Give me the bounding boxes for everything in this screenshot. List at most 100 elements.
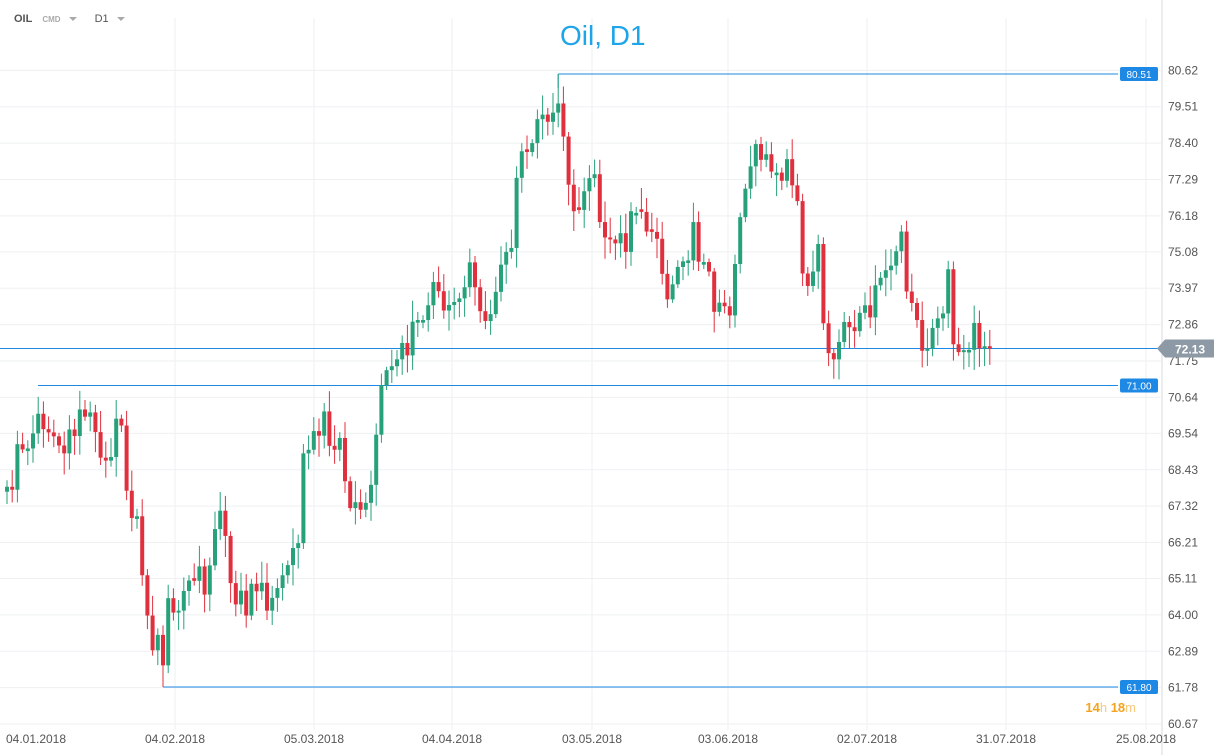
candle-body [5,486,9,492]
candle-body [332,445,337,450]
candle-body [259,582,264,592]
candle-body [748,166,753,189]
candle-body [769,154,774,172]
candle-body [946,269,951,314]
candle-body [15,444,20,490]
candle-body [426,305,431,321]
symbol-label[interactable]: OIL [14,13,33,25]
candle-body [701,262,706,265]
candle-body [239,590,243,605]
candle-body [530,143,535,152]
candle-body [597,174,602,223]
candle-body [10,486,15,490]
y-tick-label: 76.18 [1168,209,1198,223]
y-tick-label: 79.51 [1168,100,1198,114]
y-tick-label: 61.78 [1168,681,1198,695]
candle-body [150,615,155,651]
candle-body [270,597,275,611]
candle-body [847,321,852,328]
candle-body [582,191,587,210]
candle-body [467,262,472,288]
candle-body [25,448,30,452]
candle-body [707,262,711,272]
countdown-minutes: 18 [1110,700,1126,715]
y-tick-label: 66.21 [1168,535,1198,549]
candle-body [291,548,295,566]
candle-body [176,610,181,613]
candle-body [649,229,654,232]
candle-body [691,222,696,261]
candle-body [348,481,353,509]
candle-body [285,565,290,576]
chart-title: Oil, D1 [560,20,646,51]
instrument-type-label[interactable]: CMD [42,14,61,24]
candle-body [114,418,119,457]
chart-grid [0,0,1163,755]
candle-body [244,590,249,616]
candle-body [119,418,124,426]
candle-body [551,112,555,122]
candle-body [77,409,82,437]
countdown-hours: 14 [1085,700,1100,715]
candle-body [415,320,420,323]
candle-body [275,588,280,598]
level-label-box [1120,679,1158,694]
candle-body [930,327,935,349]
candle-body [899,231,904,252]
candle-body [733,264,737,316]
candle-body [161,634,165,666]
candle-body [805,273,810,286]
x-tick-label: 31.07.2018 [976,732,1036,746]
countdown-minutes-unit: m [1125,700,1136,715]
candle-body [405,342,410,356]
y-tick-label: 64.00 [1168,608,1198,622]
candle-body [790,159,795,186]
candle-body [608,237,613,240]
candle-body [140,516,145,576]
candle-body [915,302,919,321]
candle-body [353,502,358,509]
y-tick-label: 67.32 [1168,499,1198,513]
candle-body [447,304,451,311]
candle-body [967,349,971,353]
candle-body [956,344,961,353]
candle-body [878,277,883,286]
candle-body [379,385,384,435]
candle-body [675,266,680,285]
candle-body [31,433,35,449]
timeframe-label[interactable]: D1 [94,13,109,25]
candle-body [488,314,493,322]
candle-body [124,425,129,491]
candle-body [509,247,514,252]
candle-body [436,282,441,292]
candle-body [863,305,867,313]
candle-body [857,312,862,332]
candle-body [51,432,56,437]
y-tick-label: 62.89 [1168,644,1198,658]
candle-body [358,502,363,510]
y-tick-label: 75.08 [1168,245,1198,259]
y-tick-label: 60.67 [1168,717,1198,731]
candle-body [296,543,301,549]
candle-body [639,209,644,212]
instrument-dropdown-icon[interactable] [68,17,77,21]
candle-body [644,211,649,232]
candle-body [972,322,977,350]
x-tick-label: 03.05.2018 [562,732,622,746]
candle-body [473,262,477,288]
candle-body [67,429,72,454]
candle-body [499,264,503,292]
candle-body [743,188,748,218]
candle-body [696,222,701,262]
candle-body [218,510,223,530]
y-tick-label: 77.29 [1168,172,1198,186]
level-labels: 80.51 71.00 61.80 72.13 [1120,66,1214,694]
candle-body [753,144,758,167]
candle-body [457,298,462,303]
level-label: 61.80 [1126,683,1151,694]
candle-body [655,231,659,239]
candle-body [46,429,51,433]
candle-body [540,114,545,120]
timeframe-dropdown-icon[interactable] [116,17,125,21]
